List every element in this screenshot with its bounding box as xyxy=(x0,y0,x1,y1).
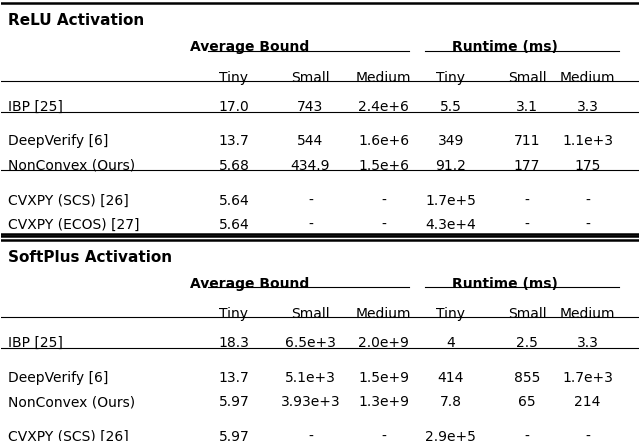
Text: 5.5: 5.5 xyxy=(440,100,461,114)
Text: 1.1e+3: 1.1e+3 xyxy=(562,135,613,149)
Text: Tiny: Tiny xyxy=(220,71,248,85)
Text: Runtime (ms): Runtime (ms) xyxy=(452,277,557,291)
Text: -: - xyxy=(585,218,590,232)
Text: Small: Small xyxy=(291,71,330,85)
Text: 711: 711 xyxy=(514,135,540,149)
Text: 2.9e+5: 2.9e+5 xyxy=(425,430,476,441)
Text: 2.0e+9: 2.0e+9 xyxy=(358,336,409,350)
Text: DeepVerify [6]: DeepVerify [6] xyxy=(8,135,108,149)
Text: 3.1: 3.1 xyxy=(516,100,538,114)
Text: -: - xyxy=(525,194,529,208)
Text: 1.5e+6: 1.5e+6 xyxy=(358,159,409,173)
Text: -: - xyxy=(381,194,386,208)
Text: 5.1e+3: 5.1e+3 xyxy=(285,371,336,385)
Text: 5.97: 5.97 xyxy=(219,395,250,409)
Text: 1.7e+5: 1.7e+5 xyxy=(425,194,476,208)
Text: 2.4e+6: 2.4e+6 xyxy=(358,100,409,114)
Text: -: - xyxy=(308,194,313,208)
Text: -: - xyxy=(525,218,529,232)
Text: 4: 4 xyxy=(446,336,455,350)
Text: Small: Small xyxy=(508,71,547,85)
Text: Runtime (ms): Runtime (ms) xyxy=(452,40,557,54)
Text: CVXPY (ECOS) [27]: CVXPY (ECOS) [27] xyxy=(8,218,140,232)
Text: 5.64: 5.64 xyxy=(219,218,250,232)
Text: Tiny: Tiny xyxy=(436,307,465,321)
Text: -: - xyxy=(308,430,313,441)
Text: Tiny: Tiny xyxy=(220,307,248,321)
Text: 17.0: 17.0 xyxy=(219,100,250,114)
Text: Medium: Medium xyxy=(356,307,412,321)
Text: 3.93e+3: 3.93e+3 xyxy=(280,395,340,409)
Text: 214: 214 xyxy=(575,395,601,409)
Text: -: - xyxy=(525,430,529,441)
Text: 3.3: 3.3 xyxy=(577,100,598,114)
Text: IBP [25]: IBP [25] xyxy=(8,336,63,350)
Text: 349: 349 xyxy=(438,135,464,149)
Text: 175: 175 xyxy=(575,159,601,173)
Text: 5.64: 5.64 xyxy=(219,194,250,208)
Text: 743: 743 xyxy=(298,100,324,114)
Text: 1.3e+9: 1.3e+9 xyxy=(358,395,409,409)
Text: -: - xyxy=(381,218,386,232)
Text: Medium: Medium xyxy=(560,71,616,85)
Text: ReLU Activation: ReLU Activation xyxy=(8,13,144,28)
Text: 91.2: 91.2 xyxy=(435,159,466,173)
Text: Tiny: Tiny xyxy=(436,71,465,85)
Text: 7.8: 7.8 xyxy=(440,395,461,409)
Text: CVXPY (SCS) [26]: CVXPY (SCS) [26] xyxy=(8,430,129,441)
Text: 1.6e+6: 1.6e+6 xyxy=(358,135,410,149)
Text: 1.7e+3: 1.7e+3 xyxy=(562,371,613,385)
Text: 18.3: 18.3 xyxy=(218,336,250,350)
Text: SoftPlus Activation: SoftPlus Activation xyxy=(8,250,172,265)
Text: Medium: Medium xyxy=(356,71,412,85)
Text: NonConvex (Ours): NonConvex (Ours) xyxy=(8,395,135,409)
Text: NonConvex (Ours): NonConvex (Ours) xyxy=(8,159,135,173)
Text: 5.68: 5.68 xyxy=(218,159,250,173)
Text: 13.7: 13.7 xyxy=(219,371,250,385)
Text: 4.3e+4: 4.3e+4 xyxy=(425,218,476,232)
Text: Small: Small xyxy=(291,307,330,321)
Text: CVXPY (SCS) [26]: CVXPY (SCS) [26] xyxy=(8,194,129,208)
Text: 2.5: 2.5 xyxy=(516,336,538,350)
Text: 544: 544 xyxy=(298,135,324,149)
Text: 1.5e+9: 1.5e+9 xyxy=(358,371,409,385)
Text: -: - xyxy=(585,194,590,208)
Text: IBP [25]: IBP [25] xyxy=(8,100,63,114)
Text: DeepVerify [6]: DeepVerify [6] xyxy=(8,371,108,385)
Text: Average Bound: Average Bound xyxy=(190,40,310,54)
Text: Average Bound: Average Bound xyxy=(190,277,310,291)
Text: 177: 177 xyxy=(514,159,540,173)
Text: 434.9: 434.9 xyxy=(291,159,330,173)
Text: Medium: Medium xyxy=(560,307,616,321)
Text: -: - xyxy=(381,430,386,441)
Text: 855: 855 xyxy=(514,371,540,385)
Text: 414: 414 xyxy=(438,371,464,385)
Text: -: - xyxy=(308,218,313,232)
Text: 3.3: 3.3 xyxy=(577,336,598,350)
Text: 65: 65 xyxy=(518,395,536,409)
Text: 6.5e+3: 6.5e+3 xyxy=(285,336,336,350)
Text: 13.7: 13.7 xyxy=(219,135,250,149)
Text: 5.97: 5.97 xyxy=(219,430,250,441)
Text: Small: Small xyxy=(508,307,547,321)
Text: -: - xyxy=(585,430,590,441)
